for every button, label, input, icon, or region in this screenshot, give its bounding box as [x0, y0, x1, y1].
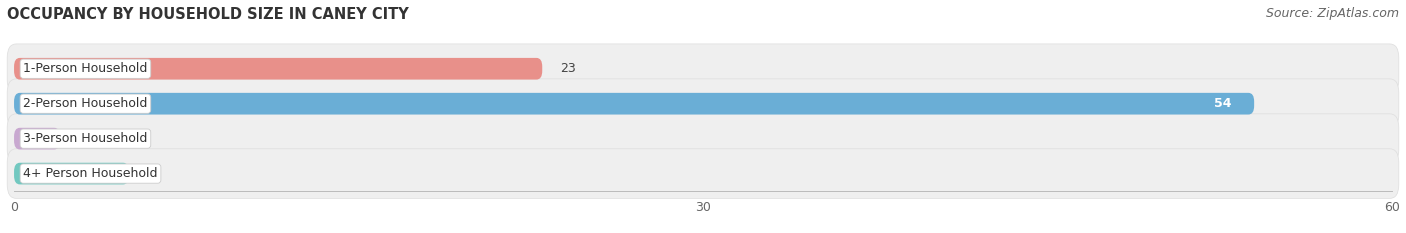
FancyBboxPatch shape: [14, 58, 543, 80]
FancyBboxPatch shape: [7, 149, 1399, 199]
FancyBboxPatch shape: [14, 93, 1254, 115]
FancyBboxPatch shape: [14, 163, 129, 185]
FancyBboxPatch shape: [14, 128, 60, 150]
Text: 4+ Person Household: 4+ Person Household: [24, 167, 157, 180]
Text: 1-Person Household: 1-Person Household: [24, 62, 148, 75]
Text: 23: 23: [561, 62, 576, 75]
Text: 2-Person Household: 2-Person Household: [24, 97, 148, 110]
Text: Source: ZipAtlas.com: Source: ZipAtlas.com: [1265, 7, 1399, 20]
FancyBboxPatch shape: [7, 44, 1399, 93]
Text: 5: 5: [148, 167, 155, 180]
Text: 54: 54: [1213, 97, 1232, 110]
FancyBboxPatch shape: [7, 114, 1399, 164]
Text: 2: 2: [79, 132, 86, 145]
Text: OCCUPANCY BY HOUSEHOLD SIZE IN CANEY CITY: OCCUPANCY BY HOUSEHOLD SIZE IN CANEY CIT…: [7, 7, 409, 22]
FancyBboxPatch shape: [7, 79, 1399, 129]
Text: 3-Person Household: 3-Person Household: [24, 132, 148, 145]
